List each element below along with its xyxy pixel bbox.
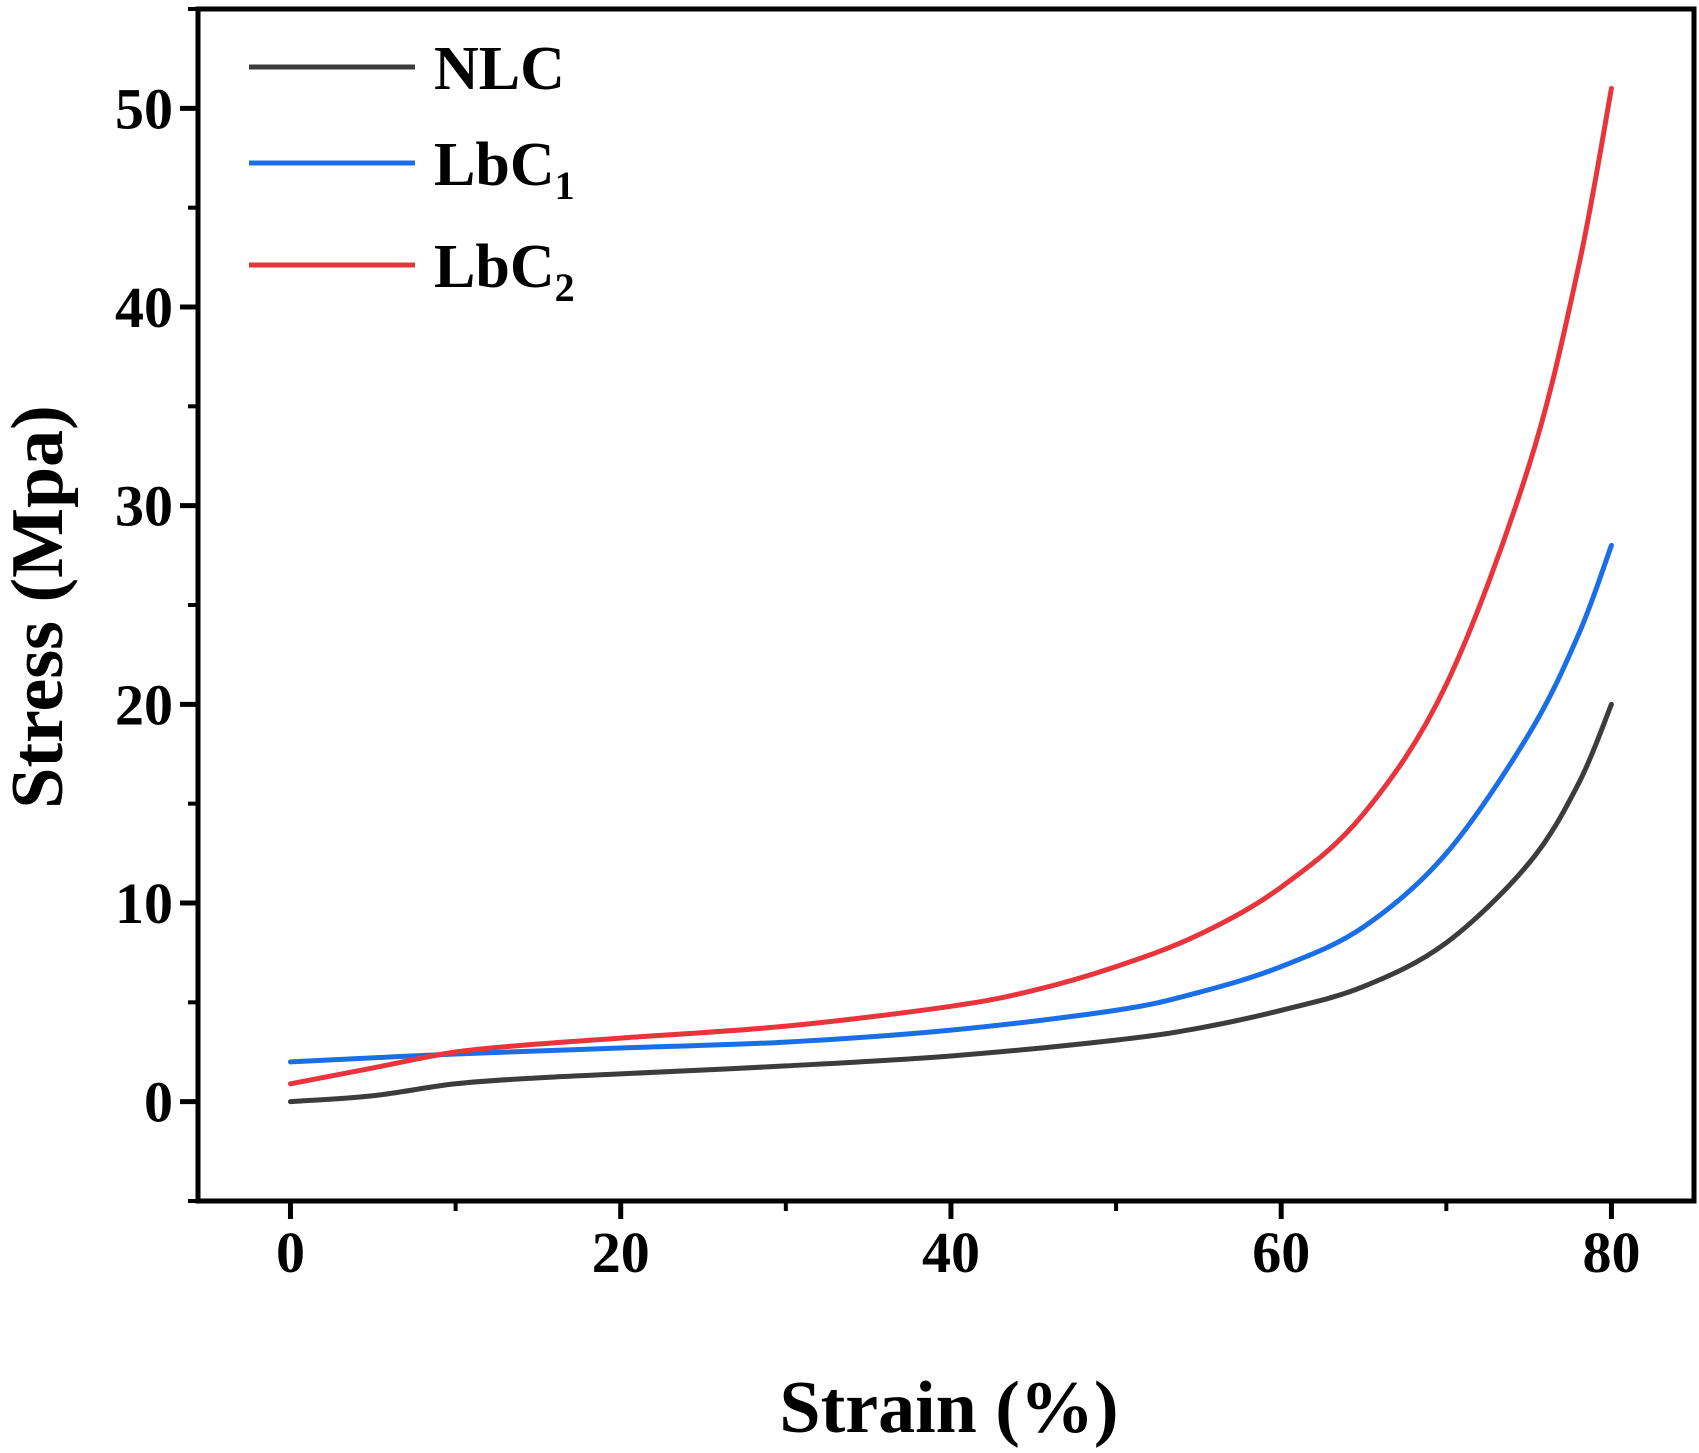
y-tick-label: 30 [115, 474, 173, 539]
series-layer [287, 85, 1614, 1105]
legend-label: LbC2 [434, 233, 575, 310]
y-tick-label: 40 [115, 275, 173, 340]
legend-item-lbc2: LbC2 [249, 233, 575, 310]
x-tick-label: 60 [1252, 1220, 1310, 1285]
x-tick-label: 80 [1582, 1220, 1640, 1285]
x-axis: 0 20 40 60 80 [276, 1201, 1640, 1285]
x-axis-title: Strain (%) [779, 1367, 1118, 1449]
y-tick-label: 50 [115, 76, 173, 141]
legend-item-nlc: NLC [249, 35, 565, 103]
y-axis: 0 10 20 30 40 50 [115, 7, 198, 1203]
legend: NLC LbC1 LbC2 [249, 35, 575, 310]
y-tick-label: 0 [144, 1070, 173, 1135]
legend-label: NLC [434, 35, 565, 103]
x-tick-label: 0 [276, 1220, 305, 1285]
y-tick-label: 10 [115, 871, 173, 936]
series-line-lbc2 [287, 85, 1614, 1087]
y-tick-label: 20 [115, 672, 173, 737]
y-axis-title: Stress (Mpa) [0, 405, 79, 809]
x-tick-label: 20 [592, 1220, 650, 1285]
legend-item-lbc1: LbC1 [249, 131, 575, 208]
series-line-lbc1 [287, 542, 1614, 1065]
legend-label: LbC1 [434, 131, 575, 208]
plot-frame [195, 6, 1697, 1204]
series-line-nlc [287, 701, 1614, 1105]
x-tick-label: 40 [922, 1220, 980, 1285]
